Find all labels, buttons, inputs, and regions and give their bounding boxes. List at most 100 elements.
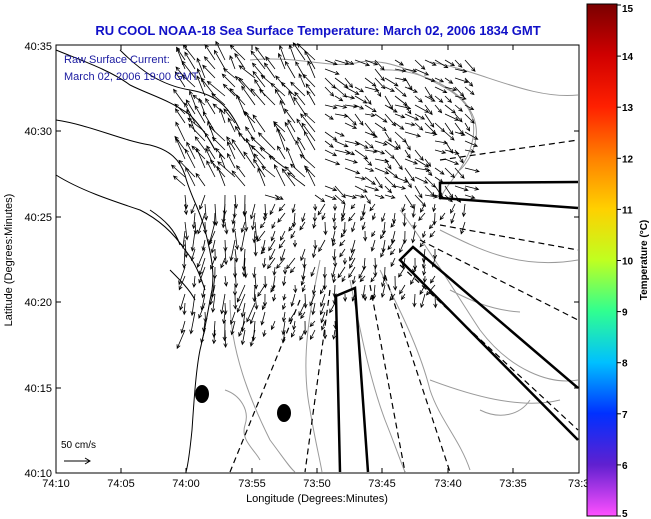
current-arrow: [243, 151, 256, 169]
current-arrow: [334, 86, 348, 98]
current-arrow: [348, 266, 356, 279]
current-arrow: [201, 239, 206, 252]
current-arrow: [274, 88, 286, 106]
current-arrow: [183, 203, 188, 216]
current-arrow: [464, 194, 476, 200]
current-arrow: [389, 248, 396, 256]
current-arrow: [298, 302, 306, 317]
current-arrow: [267, 257, 276, 270]
current-arrow: [261, 239, 266, 252]
current-arrow: [340, 230, 346, 238]
y-tick-label: 40:15: [24, 383, 52, 395]
current-arrow: [393, 275, 398, 291]
current-arrow: [290, 81, 306, 97]
current-arrow: [268, 155, 286, 169]
current-arrow: [189, 311, 196, 335]
current-arrow: [198, 266, 206, 284]
current-arrow: [231, 221, 236, 234]
current-arrow: [424, 77, 436, 83]
current-arrow: [203, 311, 208, 323]
current-arrow: [303, 165, 316, 178]
current-arrow: [262, 257, 267, 269]
current-arrow: [202, 64, 216, 79]
current-arrow: [394, 140, 401, 150]
current-arrow: [272, 293, 277, 302]
current-arrow: [249, 329, 256, 348]
current-arrow: [240, 302, 246, 318]
x-tick-label: 74:05: [107, 478, 135, 490]
current-arrow: [364, 131, 378, 138]
current-arrow: [257, 132, 276, 151]
current-arrow: [434, 104, 443, 114]
current-arrow: [271, 221, 276, 230]
current-arrow: [277, 145, 286, 160]
current-arrow: [450, 203, 456, 214]
current-arrow: [342, 257, 348, 266]
current-arrow: [384, 158, 392, 170]
current-arrow: [198, 257, 206, 276]
current-arrow: [278, 203, 286, 212]
current-arrow: [364, 77, 377, 87]
current-arrow: [370, 275, 376, 283]
current-arrow: [412, 221, 417, 230]
current-arrow: [239, 230, 246, 253]
current-arrow: [464, 77, 474, 87]
current-arrow: [187, 117, 206, 133]
current-arrow: [343, 293, 348, 303]
current-arrow: [292, 320, 297, 331]
current-arrow: [432, 203, 437, 213]
current-arrow: [292, 42, 306, 61]
current-arrow: [298, 73, 306, 88]
current-arrow: [371, 230, 376, 238]
current-arrow: [299, 329, 306, 341]
current-arrow: [292, 240, 298, 248]
map-content: [55, 40, 579, 473]
current-arrow: [424, 167, 433, 177]
current-arrow: [324, 59, 338, 66]
current-arrow: [311, 284, 317, 296]
current-arrow: [241, 85, 256, 106]
current-arrow: [294, 91, 306, 106]
current-arrow: [309, 320, 316, 328]
current-arrow: [223, 329, 228, 349]
radial-line: [229, 299, 301, 473]
current-arrow: [464, 122, 471, 132]
current-arrow: [404, 167, 415, 182]
current-arrow: [394, 86, 407, 97]
current-arrow: [182, 302, 187, 316]
current-arrow: [275, 75, 286, 88]
current-arrow: [394, 95, 408, 107]
current-arrow: [185, 166, 196, 187]
current-arrow: [199, 194, 206, 211]
x-tick-label: 74:10: [42, 478, 70, 490]
current-arrow: [184, 221, 189, 241]
current-arrow: [312, 221, 317, 229]
current-arrow: [198, 97, 206, 115]
current-arrow: [414, 176, 429, 184]
current-arrow: [424, 131, 438, 136]
current-arrow: [384, 149, 395, 160]
current-arrow: [227, 152, 236, 169]
current-arrow: [253, 153, 266, 169]
current-arrow: [384, 95, 393, 110]
current-arrow: [196, 57, 206, 79]
lane-south: [334, 286, 370, 473]
current-arrow: [364, 95, 372, 105]
current-arrow: [319, 284, 326, 295]
current-arrow: [332, 239, 336, 247]
current-arrow: [414, 68, 430, 76]
current-arrow: [421, 257, 426, 269]
current-arrow: [302, 73, 316, 88]
current-arrow: [252, 70, 266, 88]
current-arrow: [429, 275, 436, 284]
current-arrow: [220, 257, 226, 269]
current-arrow: [434, 77, 445, 83]
current-arrow: [404, 68, 418, 73]
current-arrow: [203, 203, 209, 221]
current-arrow: [354, 113, 364, 126]
current-arrow: [337, 266, 346, 279]
radial-line: [369, 284, 406, 473]
current-arrow: [181, 230, 186, 249]
current-arrow: [261, 302, 266, 311]
current-arrow: [299, 153, 316, 169]
